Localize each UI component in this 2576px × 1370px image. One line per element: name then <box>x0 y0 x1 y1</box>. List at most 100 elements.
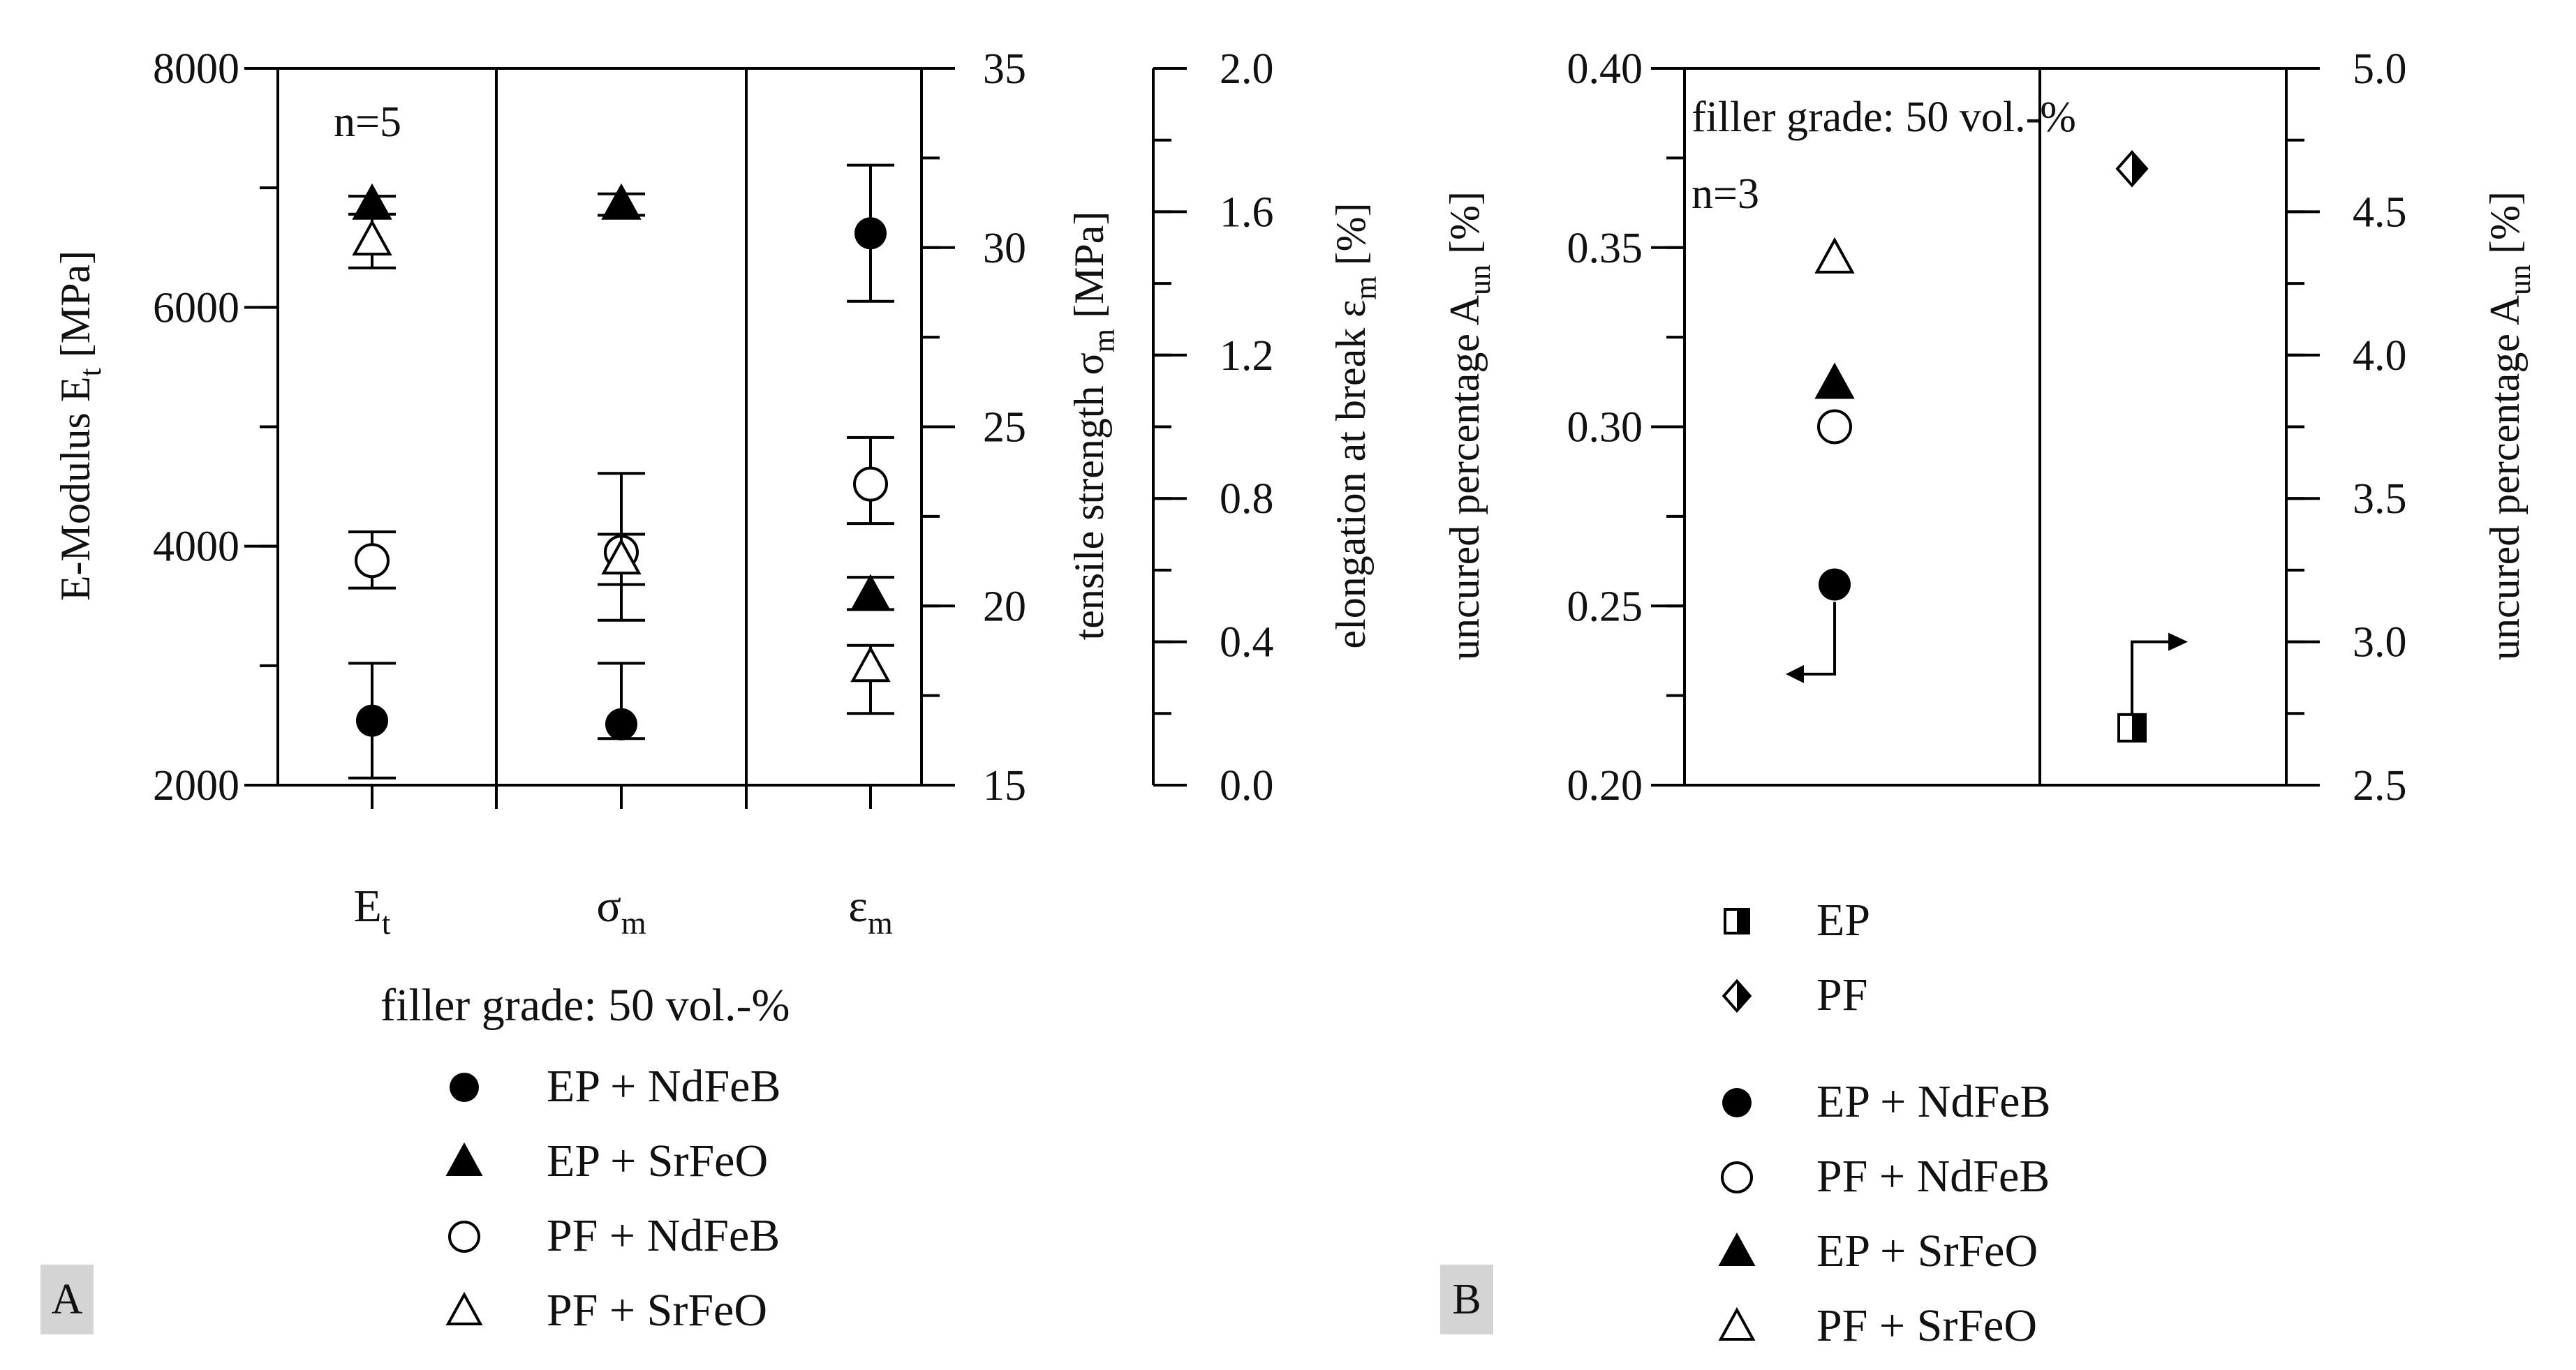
data-point-ep-ndfeb <box>605 708 637 740</box>
data-point-ep-ndfeb-shape <box>1819 568 1851 601</box>
data-point-ep-srfeo <box>601 183 642 220</box>
axis-elongation-tick-label: 0.8 <box>1220 475 1274 523</box>
legend-marker-pf-ndfeb-shape <box>448 1221 480 1253</box>
data-point-pf-srfeo-shape <box>601 538 642 575</box>
axis-uncured-right-tick-label: 2.5 <box>2353 762 2407 810</box>
legend-marker-pf-ndfeb-shape <box>1721 1161 1753 1193</box>
axis-uncured-right: 2.5 3.0 3.5 4.0 4.5 5.0 <box>2285 45 2407 810</box>
axis-tensile-tick-label: 15 <box>983 762 1026 810</box>
legend-label-ep-srfeo: EP + SrFeO <box>547 1136 768 1186</box>
axis-title-uncured-left: uncured percentage Aun [%] <box>1442 191 1497 660</box>
sample-count-note-b: n=3 <box>1692 170 1759 218</box>
filler-grade-note: filler grade: 50 vol.-% <box>1692 94 2076 141</box>
left-axis-arrow <box>1801 602 1836 676</box>
axis-title-uncured-right: uncured percentage Aun [%] <box>2482 191 2537 660</box>
data-point-pf-ndfeb <box>1817 409 1852 445</box>
axis-e-modulus: 2000 4000 6000 8000 <box>153 45 279 810</box>
legend-marker-ep-fill <box>1737 909 1749 933</box>
data-point-pf <box>2115 150 2149 188</box>
axis-elongation: 0.0 0.4 0.8 1.2 1.6 2.0 <box>1152 45 1274 810</box>
left-axis-arrowhead <box>1786 664 1804 683</box>
data-point-pf-ndfeb <box>355 543 390 579</box>
data-point-ep-srfeo-shape <box>1814 362 1855 399</box>
axis-uncured-left: 0.20 0.25 0.30 0.35 0.40 <box>1567 45 1686 810</box>
data-point-ep-srfeo <box>850 574 891 611</box>
axis-uncured-left-tick-label: 0.35 <box>1567 225 1643 272</box>
axis-tensile-tick-label: 30 <box>983 225 1026 272</box>
legend-marker-pf <box>1722 978 1752 1013</box>
data-point-ep-srfeo <box>1814 362 1855 399</box>
data-point-ep-srfeo-shape <box>850 574 891 611</box>
axis-uncured-left-tick-label: 0.25 <box>1567 583 1643 630</box>
axis-uncured-left-tick-label: 0.30 <box>1567 404 1643 452</box>
panel-b-tag-box <box>1440 1265 1493 1334</box>
panel-a-chart: 2000 4000 6000 8000 15 20 25 30 35 0.0 0.4 0.8 1.2 1.… <box>40 45 1383 1336</box>
axis-tensile-tick-label: 20 <box>983 583 1026 630</box>
axis-tensile-tick-label: 35 <box>983 45 1026 93</box>
legend-marker-ep-srfeo-shape <box>445 1142 483 1176</box>
axis-elongation-tick-label: 2.0 <box>1220 45 1274 93</box>
data-point-pf-srfeo <box>352 219 392 256</box>
category-label-sigma: σm <box>596 881 646 941</box>
data-point-pf-srfeo <box>850 646 891 683</box>
data-point-pf-srfeo-shape <box>1814 237 1855 274</box>
data-point-pf-srfeo-shape <box>850 646 891 683</box>
legend-label-pf: PF <box>1816 969 1867 1020</box>
legend-label-pf-ndfeb: PF + NdFeB <box>547 1210 780 1261</box>
legend-marker-ep-ndfeb <box>1722 1088 1752 1117</box>
legend-label-ep: EP <box>1816 895 1870 946</box>
data-point-pf-ndfeb-shape <box>1817 409 1852 445</box>
axis-elongation-tick-label: 0.4 <box>1220 619 1274 667</box>
panel-a-frame <box>276 67 923 787</box>
panel-a-tag: A <box>52 1276 83 1323</box>
sample-count-note: n=5 <box>334 98 401 146</box>
legend-marker-ep-srfeo <box>1718 1232 1756 1266</box>
axis-uncured-left-tick-label: 0.40 <box>1567 45 1643 93</box>
panel-b-tag: B <box>1452 1276 1481 1323</box>
category-label-et: Et <box>353 881 390 941</box>
right-axis-arrowhead <box>2168 632 2188 651</box>
data-point-pf-srfeo <box>1814 237 1855 274</box>
data-point-pf-fill <box>2132 152 2147 186</box>
data-point-ep-ndfeb-shape <box>605 708 637 740</box>
legend-label-ep-ndfeb: EP + NdFeB <box>1816 1076 2050 1127</box>
legend-marker-ep-srfeo-shape <box>1718 1232 1756 1266</box>
legend-marker-ep-ndfeb-shape <box>1722 1088 1752 1117</box>
legend-label-pf-srfeo: PF + SrFeO <box>547 1285 767 1336</box>
legend-marker-ep <box>1724 908 1750 935</box>
panel-a-plot-area: 2000 4000 6000 8000 15 20 25 30 35 0.0 0.4 0.8 1.2 1.… <box>153 45 1274 810</box>
legend-marker-ep-ndfeb-shape <box>450 1073 479 1102</box>
axis-e-modulus-tick-label: 6000 <box>153 284 239 332</box>
legend-label-pf-srfeo: PF + SrFeO <box>1816 1300 2037 1351</box>
data-point-pf-ndfeb <box>853 466 888 502</box>
axis-tensile: 15 20 25 30 35 <box>920 45 1026 810</box>
legend-label-ep-ndfeb: EP + NdFeB <box>547 1061 780 1112</box>
legend-label-ep-srfeo: EP + SrFeO <box>1816 1226 2038 1276</box>
legend-label-pf-ndfeb: PF + NdFeB <box>1816 1151 2050 1202</box>
data-point-ep <box>2117 713 2147 743</box>
data-point-ep-fill <box>2132 714 2145 741</box>
legend-marker-ep-ndfeb <box>450 1073 479 1102</box>
axis-title-tensile-strength: tensile strength σm [MPa] <box>1066 211 1121 641</box>
axis-tensile-tick-label: 25 <box>983 404 1026 452</box>
axis-title-e-modulus: E-Modulus Et [MPa] <box>52 251 108 601</box>
panel-b-legend: EP PF EP + NdFeB PF + NdFeB EP + SrFeO PF + S… <box>1718 895 2050 1351</box>
panel-b-frame <box>1683 67 2288 787</box>
legend-marker-pf-srfeo-shape <box>445 1291 483 1325</box>
legend-marker-pf-srfeo <box>445 1291 483 1325</box>
right-axis-arrow <box>2131 640 2170 714</box>
data-point-pf-ndfeb-shape <box>853 466 888 502</box>
panel-b-plot-area: 0.20 0.25 0.30 0.35 0.40 2.5 3.0 3.5 4.0 4.5 5.0 <box>1567 45 2407 810</box>
axis-uncured-right-tick-label: 3.0 <box>2353 619 2407 667</box>
axis-uncured-right-tick-label: 3.5 <box>2353 475 2407 523</box>
axis-elongation-tick-label: 1.6 <box>1220 188 1274 236</box>
axis-uncured-right-tick-label: 4.0 <box>2353 332 2407 380</box>
data-point-ep-ndfeb <box>1819 568 1851 601</box>
axis-uncured-right-tick-label: 5.0 <box>2353 45 2407 93</box>
legend-marker-pf-fill <box>1737 981 1750 1011</box>
axis-uncured-right-tick-label: 4.5 <box>2353 188 2407 236</box>
axis-elongation-tick-label: 1.2 <box>1220 332 1274 380</box>
data-point-ep-ndfeb <box>854 217 887 250</box>
legend-marker-pf-srfeo-shape <box>1718 1306 1756 1341</box>
